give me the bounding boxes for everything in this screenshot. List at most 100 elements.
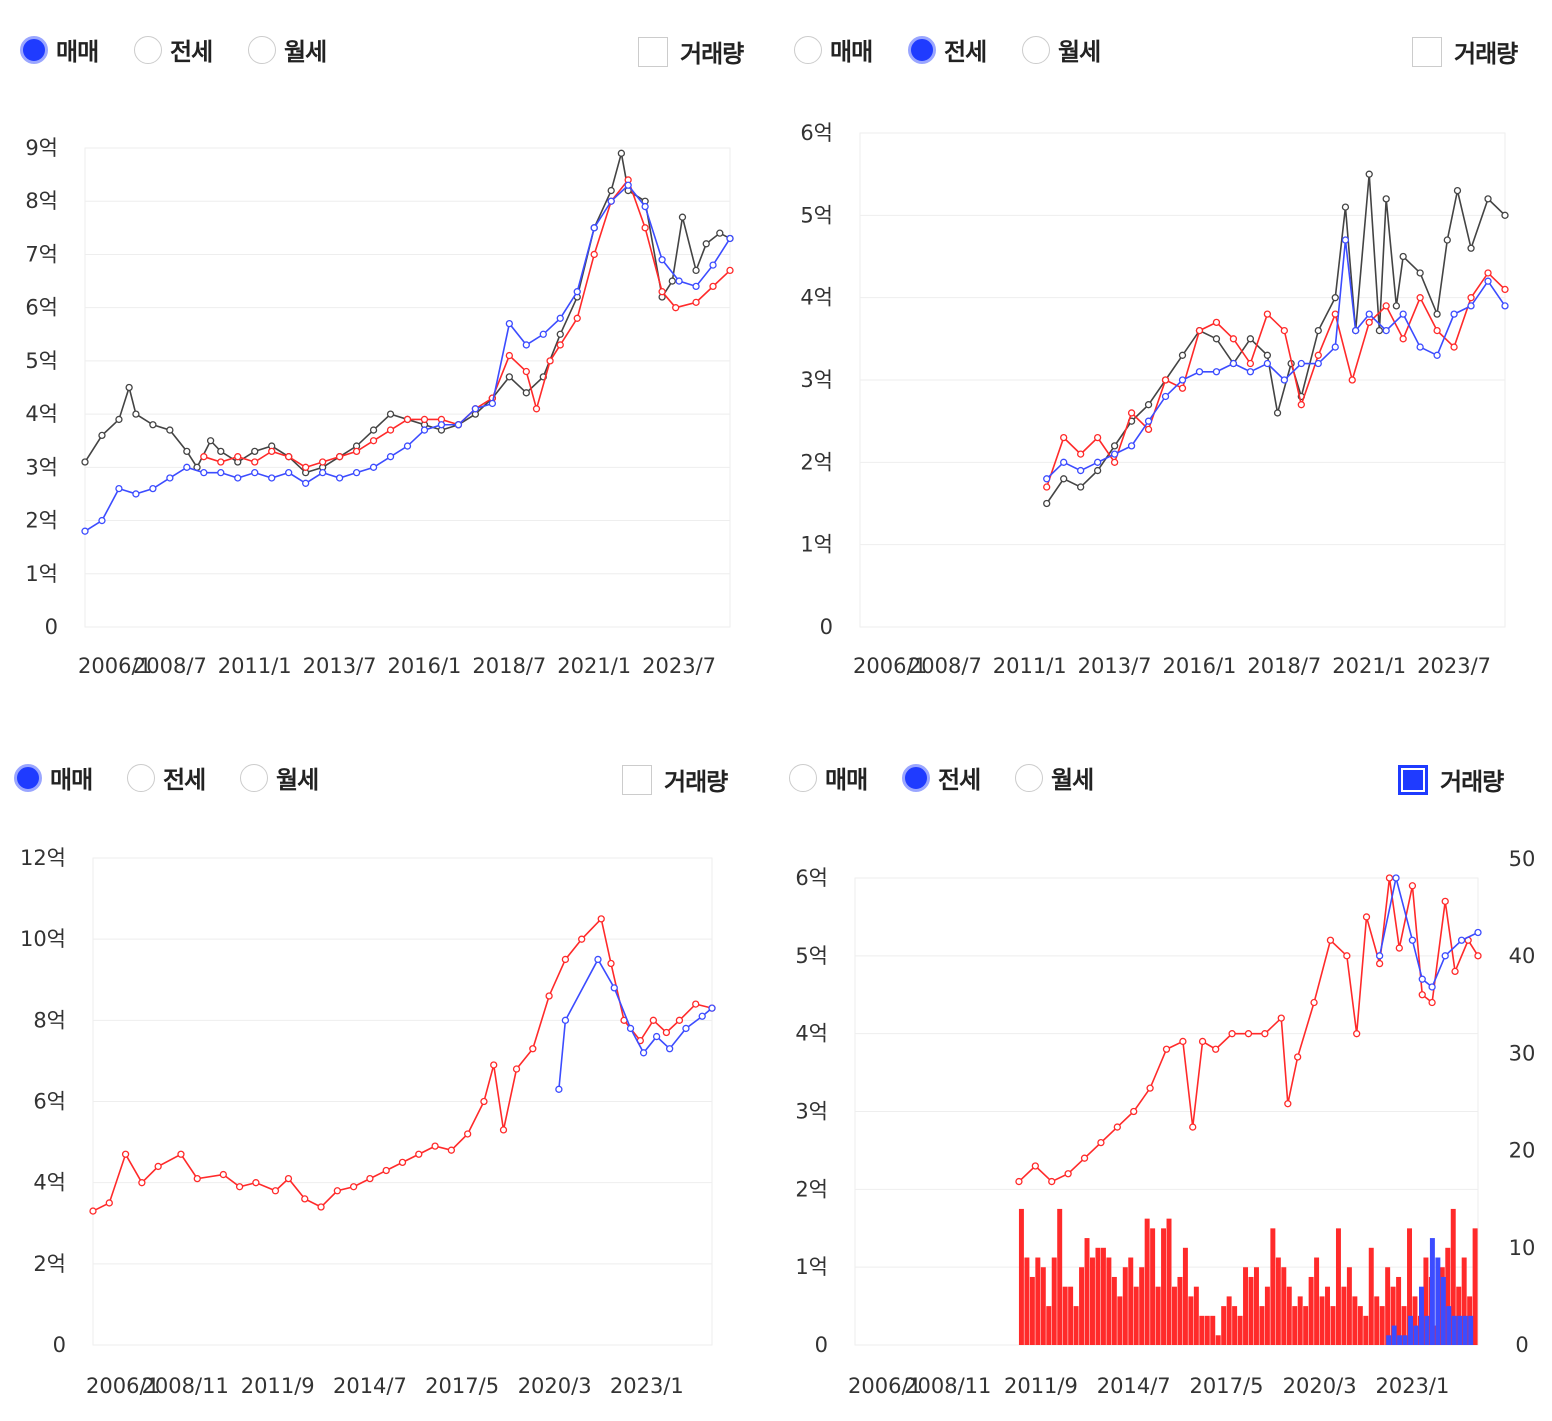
data-point-black	[617, 149, 626, 157]
radio-option-monthly[interactable]: 월세	[248, 32, 327, 67]
data-point-blue	[1110, 450, 1119, 458]
data-point-red	[1229, 335, 1238, 343]
volume-checkbox[interactable]	[638, 36, 668, 67]
data-point-red	[1031, 1162, 1039, 1170]
data-point-red	[692, 298, 700, 306]
data-point-blue	[1043, 475, 1051, 483]
x-tick-label: 2023/7	[642, 654, 716, 678]
data-point-red	[561, 955, 570, 964]
data-point-red	[369, 437, 378, 445]
y2-tick-label: 20	[1509, 1139, 1536, 1163]
x-tick-label: 2006/1	[86, 1374, 160, 1398]
volume-bar-red	[1401, 1306, 1407, 1345]
data-point-red	[154, 1162, 162, 1171]
radio-option-sale[interactable]: 매매	[789, 760, 868, 795]
volume-bar-red	[1057, 1208, 1063, 1345]
volume-toggle[interactable]: 거래량	[1412, 34, 1518, 69]
volume-bar-red	[1407, 1228, 1412, 1345]
data-point-blue	[698, 1012, 706, 1020]
volume-label: 거래량	[680, 40, 744, 68]
radio-button[interactable]	[794, 35, 822, 64]
y-tick-label: 2억	[800, 450, 833, 474]
y-tick-label: 8억	[25, 189, 58, 213]
volume-bar-red	[1286, 1286, 1292, 1345]
radio-option-monthly[interactable]: 월세	[240, 760, 319, 795]
volume-toggle[interactable]: 거래량	[638, 34, 744, 69]
data-point-red	[1146, 1084, 1154, 1092]
volume-bar-red	[1090, 1257, 1095, 1345]
radio-option-monthly[interactable]: 월세	[1015, 760, 1094, 795]
data-point-blue	[626, 1024, 635, 1033]
volume-toggle[interactable]: 거래량	[1398, 762, 1504, 797]
radio-button[interactable]	[134, 35, 162, 64]
x-tick-label: 2023/7	[1417, 654, 1491, 678]
x-tick-label: 2006/1	[853, 654, 927, 678]
data-point-blue	[1428, 983, 1436, 991]
data-point-black	[1341, 203, 1350, 211]
volume-checkbox[interactable]	[1412, 36, 1442, 67]
data-point-blue	[335, 474, 344, 482]
data-point-black	[522, 389, 530, 397]
radio-button[interactable]	[248, 35, 276, 64]
radio-button[interactable]	[1022, 35, 1050, 64]
volume-bar-red	[1018, 1208, 1024, 1345]
data-point-black	[125, 383, 133, 392]
data-point-red	[464, 1130, 472, 1138]
data-point-red	[1433, 326, 1441, 335]
radio-option-jeonse[interactable]: 전세	[134, 32, 213, 67]
volume-bar-red	[1024, 1257, 1030, 1345]
radio-button[interactable]	[789, 763, 817, 792]
volume-bar-red	[1226, 1296, 1232, 1345]
data-point-red	[268, 447, 276, 456]
radio-option-sale[interactable]: 매매	[794, 32, 873, 67]
radio-option-jeonse[interactable]: 전세	[902, 760, 981, 795]
radio-button[interactable]	[20, 35, 48, 64]
data-point-red	[1395, 944, 1403, 952]
radio-option-sale[interactable]: 매매	[20, 32, 99, 67]
data-point-black	[1433, 310, 1441, 318]
radio-button[interactable]	[908, 35, 936, 64]
data-point-black	[1399, 252, 1407, 261]
radio-button[interactable]	[1015, 763, 1043, 792]
data-point-red	[499, 1126, 508, 1134]
volume-bar-red	[1423, 1257, 1429, 1345]
y-tick-label: 2억	[33, 1252, 66, 1276]
data-point-red	[726, 266, 734, 275]
radio-button[interactable]	[14, 763, 42, 792]
radio-button[interactable]	[127, 763, 155, 792]
x-tick-label: 2020/3	[518, 1374, 592, 1398]
volume-bar-red	[1079, 1267, 1085, 1345]
data-point-red	[1277, 1014, 1285, 1022]
data-point-blue	[403, 442, 412, 450]
data-point-blue	[607, 197, 615, 205]
data-point-blue	[726, 234, 734, 243]
series-line-blue	[84, 184, 731, 532]
y2-tick-label: 40	[1509, 944, 1536, 968]
data-point-black	[556, 330, 564, 338]
x-tick-label: 2008/11	[142, 1374, 229, 1398]
volume-bar-red	[1068, 1286, 1074, 1345]
data-point-red	[1385, 874, 1394, 882]
radio-option-sale[interactable]: 매매	[14, 760, 93, 795]
x-tick-label: 2021/1	[1332, 654, 1406, 678]
volume-checkbox[interactable]	[622, 764, 652, 795]
radio-option-jeonse[interactable]: 전세	[127, 760, 206, 795]
data-point-red	[1467, 294, 1475, 302]
radio-option-monthly[interactable]: 월세	[1022, 32, 1101, 67]
data-point-red	[490, 1061, 498, 1069]
data-point-red	[709, 282, 717, 291]
volume-bar-red	[1259, 1306, 1265, 1345]
volume-bar-red	[1314, 1257, 1320, 1345]
y-tick-label: 2억	[25, 509, 58, 533]
volume-bar-red	[1335, 1228, 1341, 1345]
data-point-red	[556, 341, 564, 349]
radio-option-jeonse[interactable]: 전세	[908, 32, 987, 67]
volume-toggle[interactable]: 거래량	[622, 762, 728, 797]
data-point-red	[1375, 959, 1384, 968]
data-point-blue	[1178, 376, 1187, 384]
volume-bar-blue	[1462, 1315, 1468, 1345]
radio-button[interactable]	[902, 763, 930, 792]
volume-checkbox[interactable]	[1398, 764, 1428, 795]
radio-button[interactable]	[240, 763, 268, 792]
